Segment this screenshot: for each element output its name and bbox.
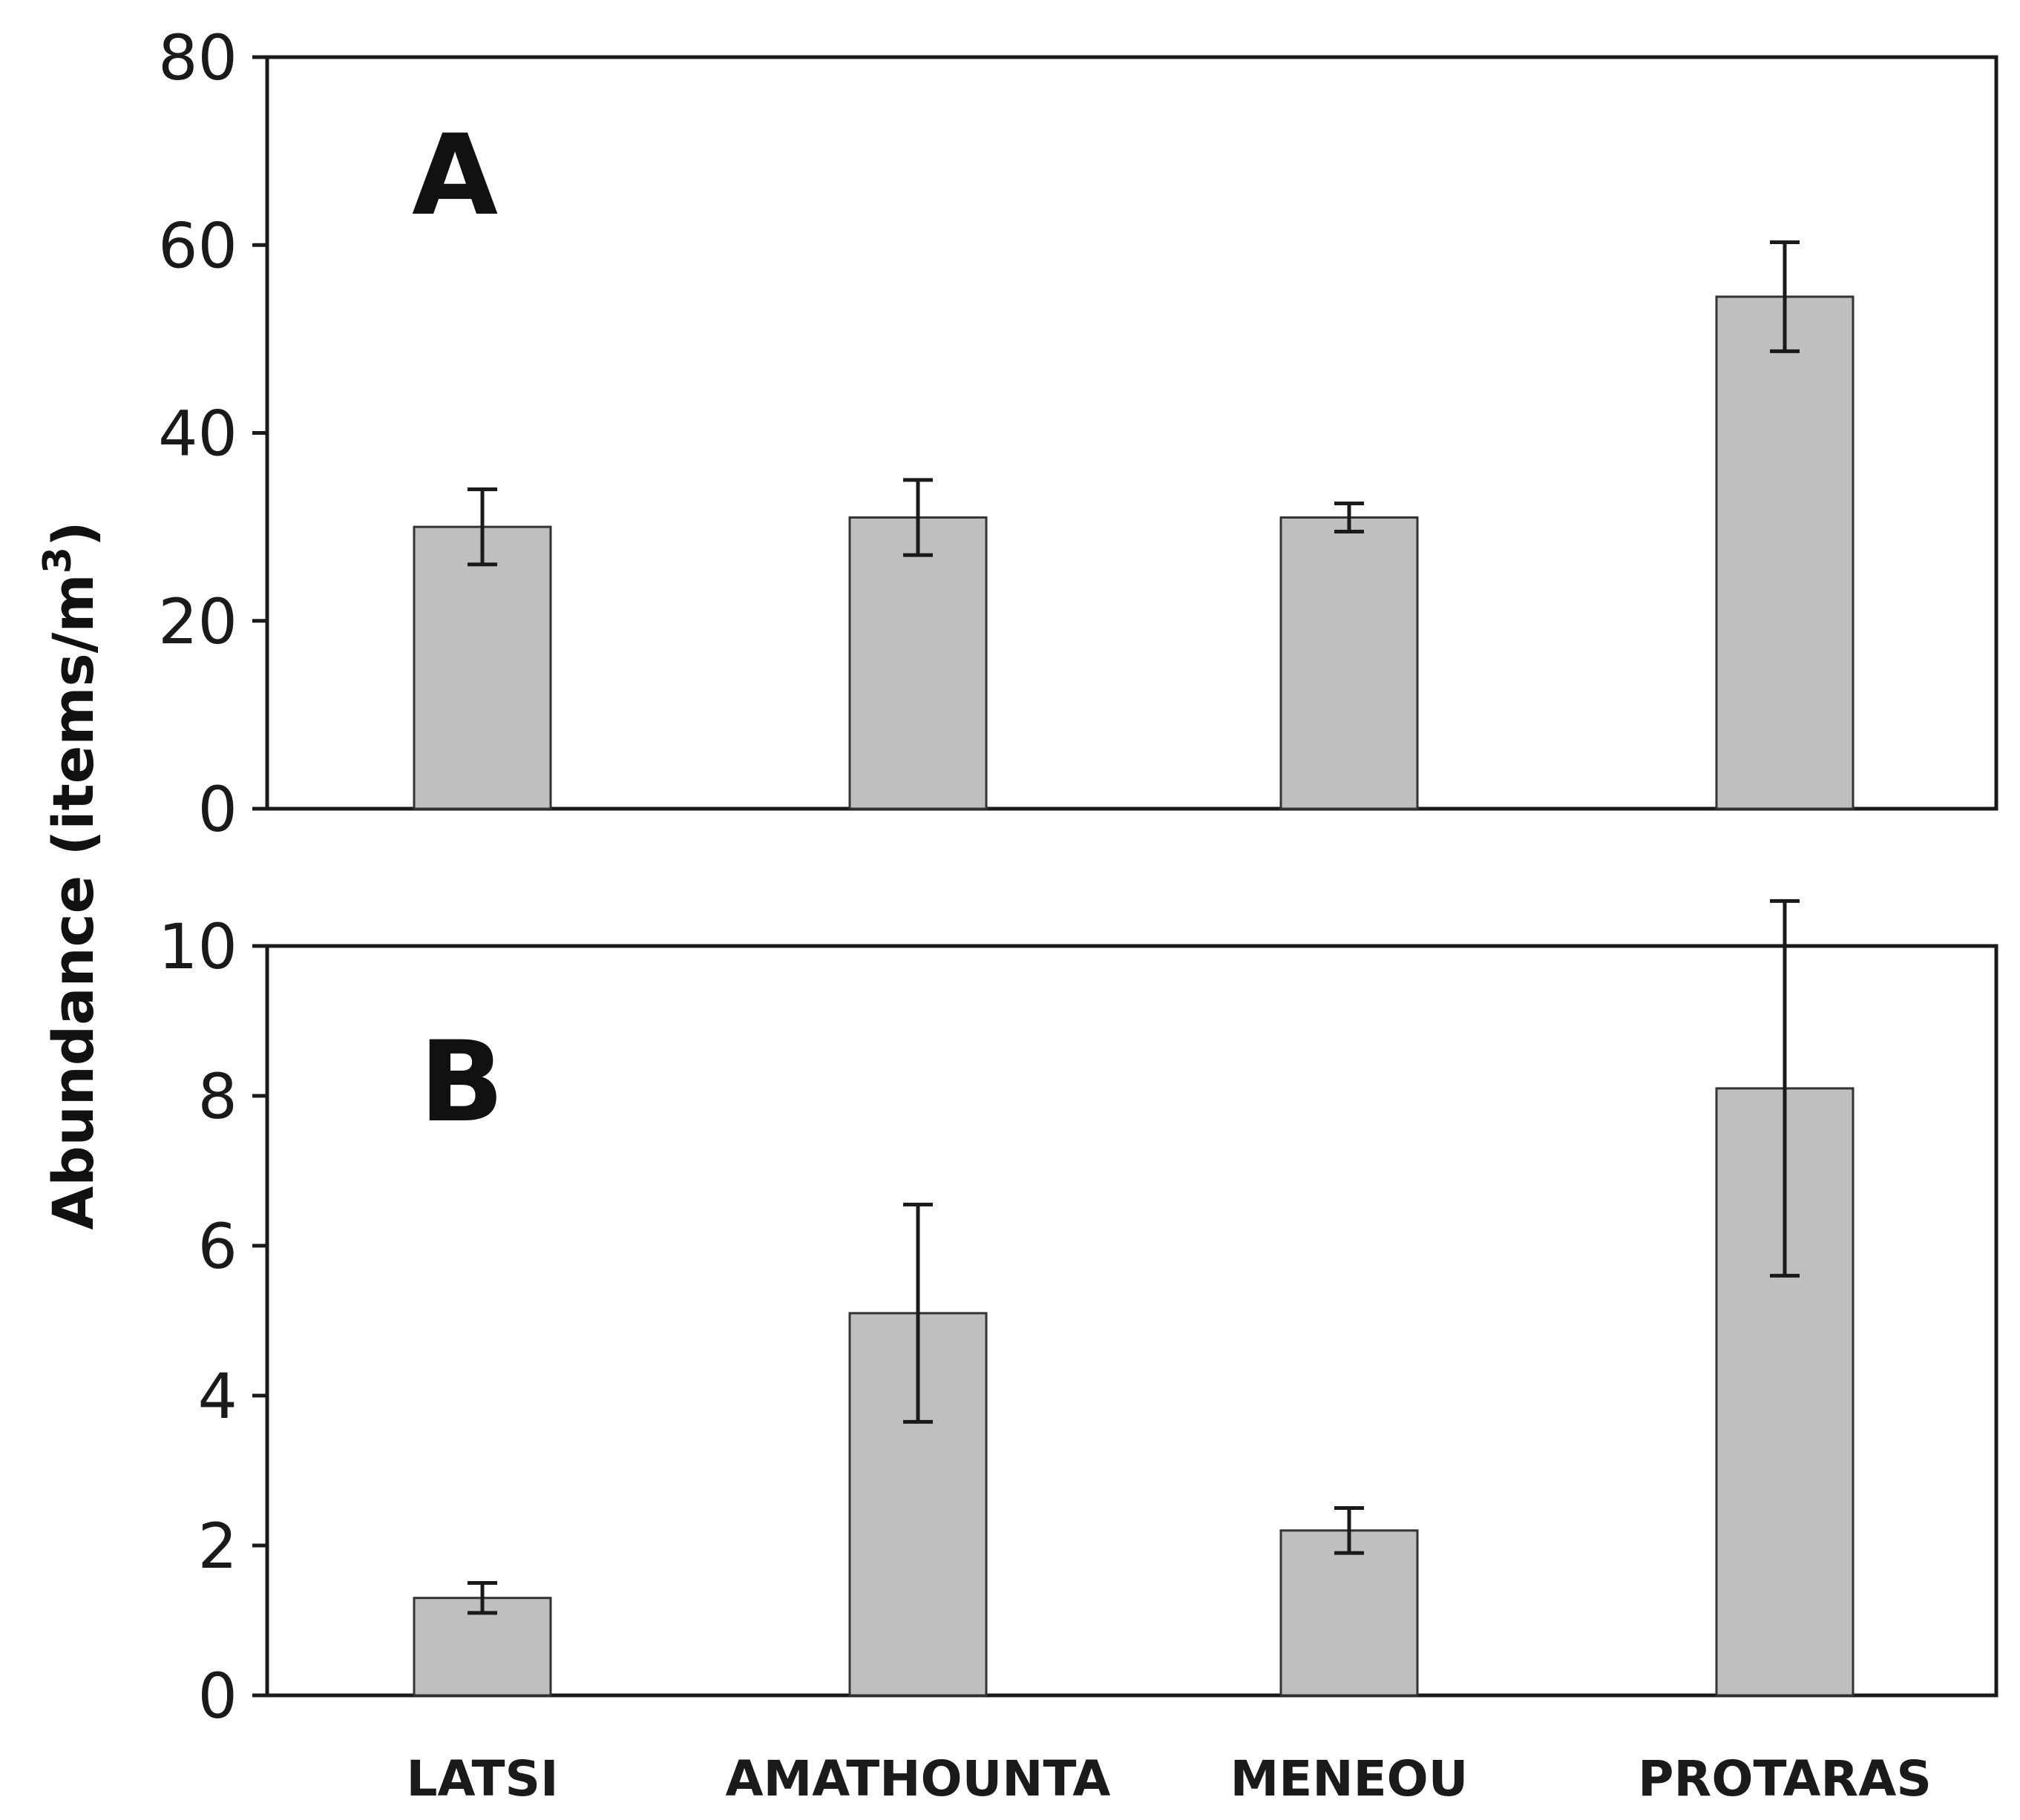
- x-category-label-protaras: PROTARAS: [1638, 1750, 1932, 1807]
- y-tick-label: 2: [198, 1510, 237, 1583]
- x-category-label-amathounta: AMATHOUNTA: [726, 1750, 1111, 1807]
- y-tick-label: 0: [198, 773, 237, 846]
- y-tick-label: 8: [198, 1060, 237, 1133]
- y-tick-label: 4: [198, 1360, 237, 1433]
- bar-amathounta: [848, 516, 988, 810]
- x-category-label-meneou: MENEOU: [1230, 1750, 1469, 1807]
- x-category-label-latsi: LATSI: [406, 1750, 558, 1807]
- y-axis-title-main: Abundance (items/m: [40, 574, 106, 1229]
- y-axis-title-close: ): [40, 521, 106, 547]
- y-tick-label: 60: [158, 209, 237, 282]
- panel-label-a: A: [412, 111, 498, 240]
- y-tick-label: 20: [158, 585, 237, 658]
- bar-latsi: [413, 525, 552, 810]
- bar-meneou: [1279, 516, 1419, 810]
- y-tick-label: 10: [158, 910, 237, 983]
- y-tick-label: 80: [158, 22, 237, 94]
- panel-b: 0 2 4 6 8 10 B: [158, 898, 1998, 1732]
- plot-frame: [265, 944, 1998, 1698]
- y-tick-label: 0: [198, 1660, 237, 1732]
- bar-protaras: [1715, 295, 1855, 810]
- x-axis-category-labels: LATSI AMATHOUNTA MENEOU PROTARAS: [406, 1750, 1931, 1807]
- y-tick-label: 40: [158, 398, 237, 470]
- y-tick-label: 6: [198, 1210, 237, 1283]
- bar-meneou: [1279, 1529, 1419, 1697]
- y-axis-title-superscript: 3: [36, 547, 80, 574]
- y-axis-title: Abundance (items/m3): [36, 521, 106, 1229]
- panel-a: 0 20 40 60 80 A: [158, 22, 1998, 846]
- panel-label-b: B: [419, 1018, 504, 1147]
- bar-amathounta: [848, 1312, 988, 1697]
